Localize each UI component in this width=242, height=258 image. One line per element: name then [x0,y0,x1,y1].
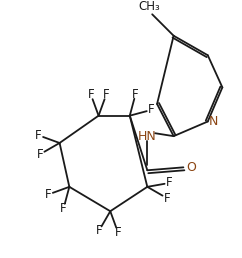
Text: N: N [209,115,218,128]
Text: F: F [37,148,44,161]
Text: F: F [35,129,42,142]
Text: F: F [132,87,139,101]
Text: O: O [186,161,196,174]
Text: CH₃: CH₃ [138,0,160,13]
Text: F: F [166,176,173,189]
Text: F: F [103,88,110,101]
Text: F: F [96,224,102,237]
Text: F: F [163,191,170,205]
Text: F: F [60,202,67,215]
Text: F: F [45,188,52,201]
Text: F: F [88,88,94,101]
Text: F: F [115,226,121,239]
Text: F: F [148,103,155,116]
Text: HN: HN [138,130,157,143]
